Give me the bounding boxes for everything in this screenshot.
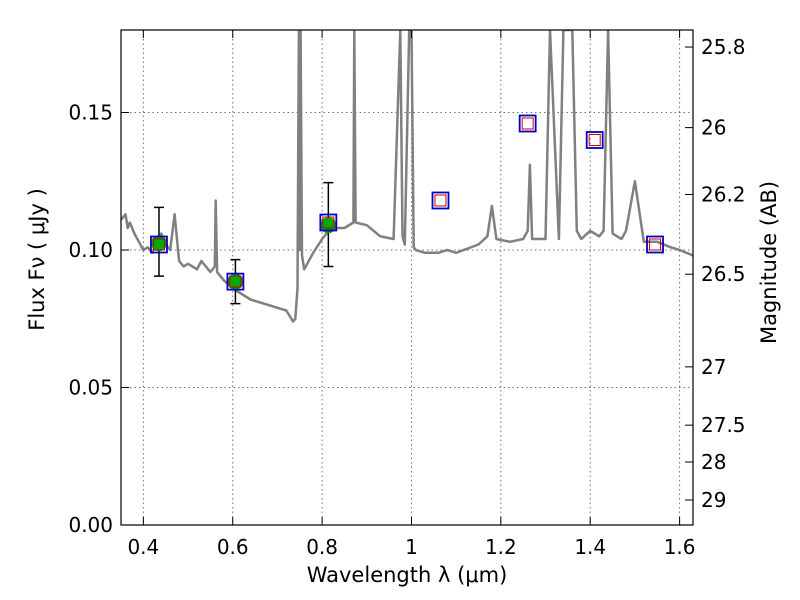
right-tick-label: 27.5 (701, 413, 746, 437)
axis-ticks: 0.4 0.6 0.8 1 1.2 1.4 1.6 0.00 0.05 0.10 0.15 25.8 2… (68, 30, 746, 559)
y-tick-label: 0.05 (68, 376, 113, 400)
model-flux-square-inner (434, 194, 447, 207)
model-flux-square-inner (229, 275, 242, 288)
x-tick-label: 1 (405, 535, 418, 559)
model-flux-square-inner (322, 216, 335, 229)
right-tick-label: 25.8 (701, 35, 746, 59)
right-tick-label: 27 (701, 355, 726, 379)
model-flux-square-inner (649, 238, 662, 251)
plot-frame (120, 29, 694, 526)
model-flux-square (431, 191, 450, 210)
spectrum-line (121, 30, 693, 323)
model-flux-square (646, 235, 664, 254)
x-tick-label: 1.6 (664, 535, 696, 559)
right-tick-label: 28 (701, 450, 726, 474)
model-flux-square-inner (588, 134, 601, 146)
x-tick-label: 0.8 (306, 535, 338, 559)
right-tick-label: 29 (701, 488, 726, 512)
right-tick-label: 26.2 (701, 182, 746, 206)
x-tick-label: 0.4 (127, 535, 159, 559)
right-axis-label: Magnitude (AB) (757, 181, 781, 344)
y-tick-label: 0.15 (68, 101, 113, 125)
y-axis-label: Flux Fν ( μJy ) (25, 188, 49, 331)
y-tick-label: 0.10 (68, 238, 113, 262)
spectrum-layer (121, 30, 693, 323)
model-flux-square-inner (152, 238, 165, 251)
model-flux-square (518, 114, 537, 133)
model-flux-square (585, 131, 604, 149)
x-tick-label: 0.6 (217, 535, 249, 559)
model-flux-square-inner (521, 117, 534, 130)
model-flux-square (150, 235, 168, 254)
model-flux-square (319, 213, 338, 232)
right-tick-label: 26 (701, 116, 726, 140)
x-tick-label: 1.4 (574, 535, 606, 559)
model-flux-square (226, 272, 245, 291)
x-tick-label: 1.2 (485, 535, 517, 559)
y-tick-label: 0.00 (68, 513, 113, 537)
right-tick-label: 26.5 (701, 262, 746, 286)
markers-layer (150, 114, 664, 305)
observed-point (227, 273, 244, 290)
x-axis-label: Wavelength λ (μm) (307, 563, 508, 587)
observed-point (320, 217, 337, 234)
